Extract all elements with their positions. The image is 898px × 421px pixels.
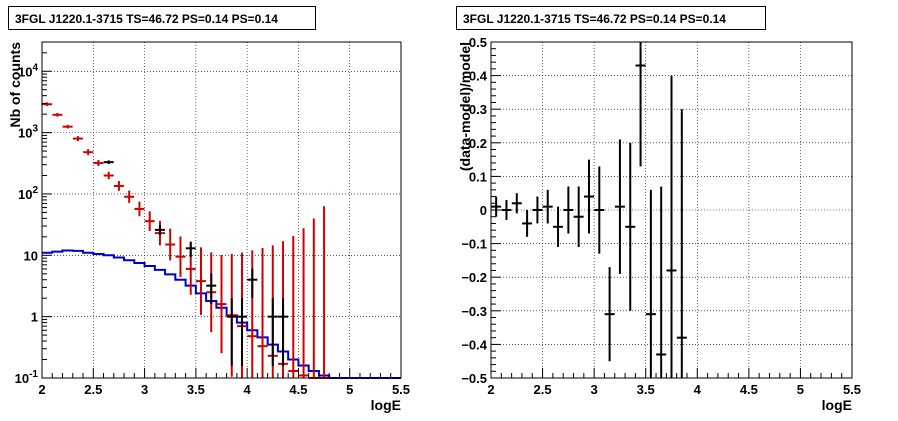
y-tick-label: −0.2 [461, 270, 487, 285]
x-tick-label: 2 [487, 382, 494, 397]
y-tick-label: 10-1 [15, 369, 39, 386]
y-tick-label: 0.1 [469, 169, 487, 184]
y-tick-label: 1 [31, 310, 38, 325]
x-axis-label: logE [822, 397, 852, 413]
right-chart-title: 3FGL J1220.1-3715 TS=46.72 PS=0.14 PS=0.… [456, 6, 766, 30]
right-residual-panel: 2 2.5 3 3.5 4 4.5 5 5.5 −0.5 −0.4 −0.3 −0.2 −0.1 0 0.1… [457, 35, 861, 413]
y-tick-label: 10 [24, 248, 38, 263]
y-axis-label: Nb of counts [7, 42, 23, 128]
x-tick-label: 3.5 [187, 382, 205, 397]
x-tick-label: 3 [141, 382, 148, 397]
y-tick-label: 0.4 [469, 69, 488, 84]
y-tick-label: −0.3 [461, 304, 487, 319]
x-tick-label: 5 [797, 382, 804, 397]
y-tick-label: −0.4 [461, 337, 487, 352]
left-chart-title: 3FGL J1220.1-3715 TS=46.72 PS=0.14 PS=0.… [8, 6, 316, 30]
y-axis-label: (data-model)/model [457, 42, 473, 171]
x-tick-label: 2.5 [84, 382, 102, 397]
x-tick-label: 4 [244, 382, 252, 397]
plot-frame [41, 41, 402, 379]
x-tick-label: 5.5 [392, 382, 410, 397]
x-tick-label: 2 [38, 382, 45, 397]
x-tick-label: 4 [694, 382, 702, 397]
y-tick-label: 102 [18, 185, 38, 202]
y-tick-label: 0.5 [469, 35, 487, 50]
x-tick-label: 3.5 [637, 382, 655, 397]
x-tick-label: 4.5 [289, 382, 307, 397]
y-tick-label: 0 [480, 203, 487, 218]
y-tick-label: −0.5 [461, 371, 487, 386]
y-tick-label: −0.1 [461, 237, 487, 252]
x-tick-label: 5.5 [843, 382, 861, 397]
x-tick-label: 5 [346, 382, 353, 397]
y-tick-label: 0.3 [469, 102, 487, 117]
y-tick-label: 0.2 [469, 136, 487, 151]
x-tick-label: 4.5 [740, 382, 758, 397]
x-tick-label: 3 [591, 382, 598, 397]
x-axis-label: logE [371, 397, 401, 413]
x-tick-label: 2.5 [534, 382, 552, 397]
